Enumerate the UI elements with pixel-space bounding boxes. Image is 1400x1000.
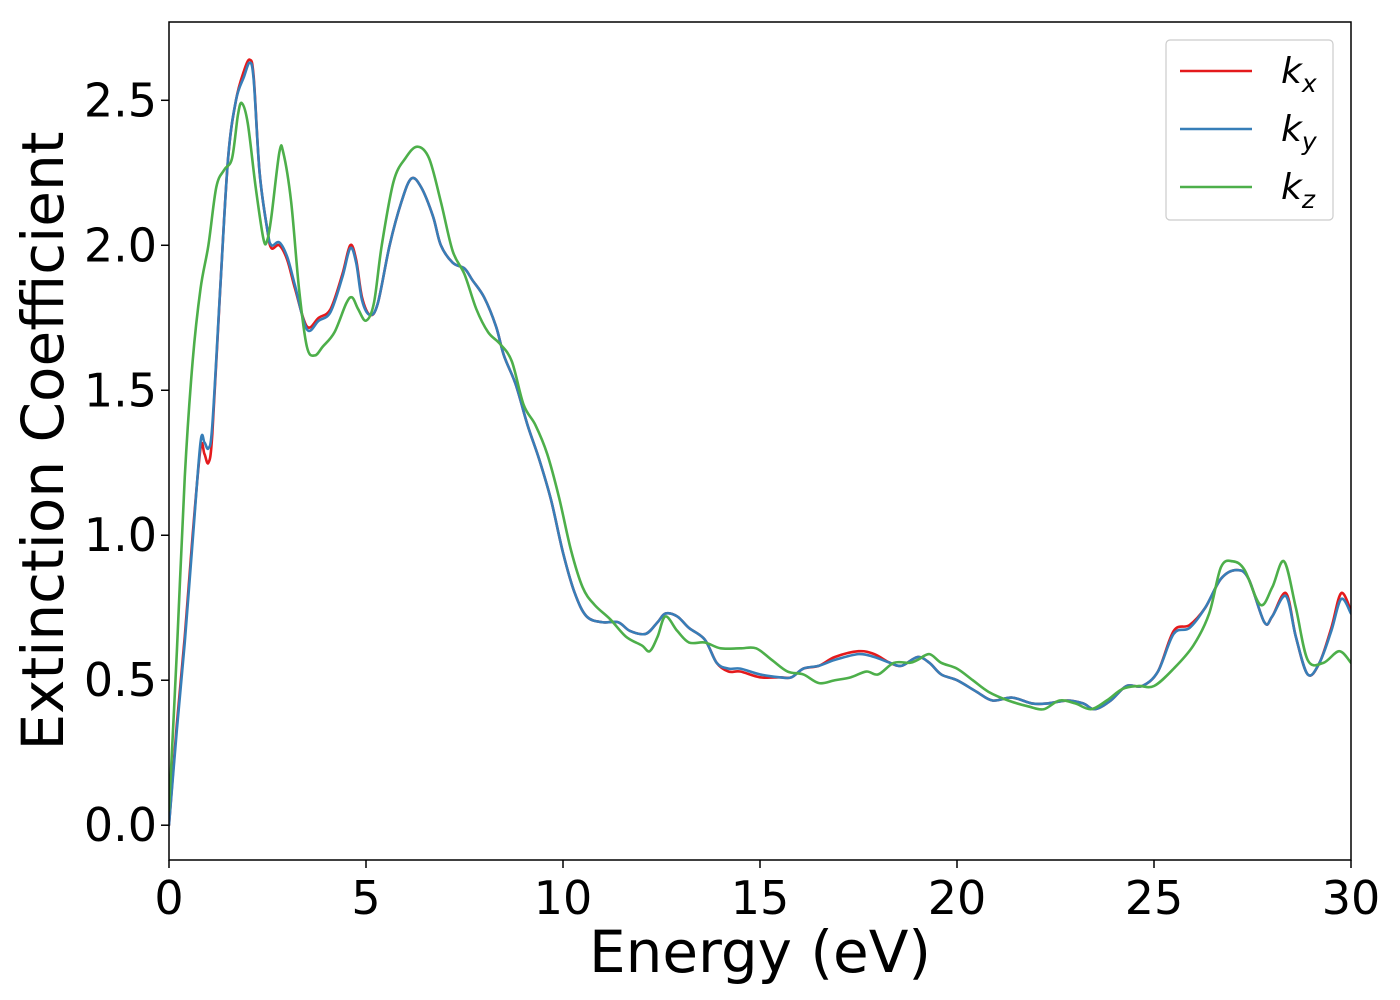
x-tick-label: 5 xyxy=(351,871,380,925)
series-line-ky xyxy=(169,61,1351,827)
x-tick-label: 10 xyxy=(534,871,593,925)
x-tick-label: 30 xyxy=(1322,871,1381,925)
y-tick-label: 2.5 xyxy=(84,73,157,127)
y-tick-label: 0.0 xyxy=(84,798,157,852)
x-axis-title: Energy (eV) xyxy=(589,918,931,986)
x-tick-label: 15 xyxy=(731,871,790,925)
x-tick-label: 25 xyxy=(1125,871,1184,925)
x-tick-label: 0 xyxy=(154,871,183,925)
axes-layer: 0 5 10 15 20 25 30 0.0 0.5 1.0 1.5 2.0 2.5 xyxy=(84,73,1380,925)
y-tick-label: 2.0 xyxy=(84,218,157,272)
y-axis-title: Extinction Coefficient xyxy=(9,132,77,751)
y-tick-label: 1.0 xyxy=(84,508,157,562)
y-tick-label: 1.5 xyxy=(84,363,157,417)
y-tick-label: 0.5 xyxy=(84,653,157,707)
x-tick-label: 20 xyxy=(928,871,987,925)
series-line-kz xyxy=(169,101,1351,813)
series-layer xyxy=(169,58,1351,827)
